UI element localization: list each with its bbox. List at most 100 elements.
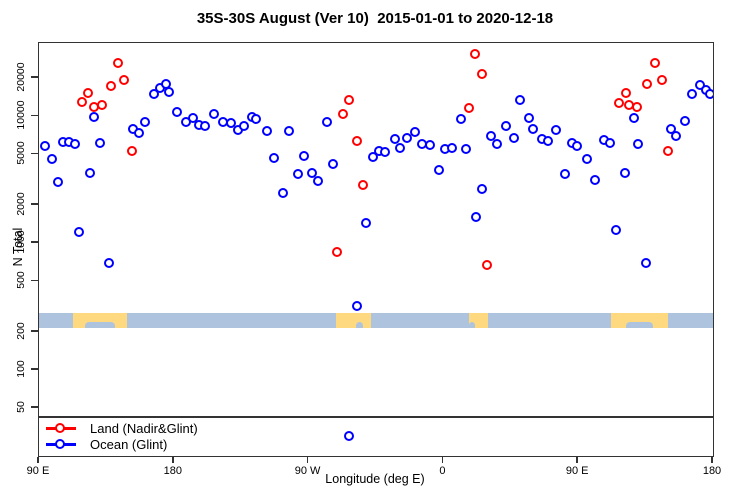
y-tick-label: 200 [15,322,27,340]
y-tick-label: 500 [15,271,27,290]
x-tick-label: 180 [163,465,182,477]
data-point-ocean [559,169,570,180]
data-point-ocean [543,136,554,147]
y-tick-mark [31,368,38,370]
y-tick-label: 1000 [15,230,27,254]
data-point-ocean [640,258,651,269]
map-strip-land-segment [335,312,372,328]
y-tick-label: 50 [15,401,27,414]
data-point-ocean [394,143,405,154]
legend-label-ocean: Ocean (Glint) [90,436,168,452]
data-point-ocean [471,212,482,223]
data-point-land [96,99,107,110]
y-tick-mark [31,76,38,78]
data-point-land [477,69,488,80]
data-point-land [332,247,343,258]
data-point-ocean [514,95,525,106]
land-series-marker-icon [46,422,76,434]
data-point-ocean [433,165,444,176]
data-point-ocean [670,131,681,142]
data-point-ocean [269,153,280,164]
data-point-ocean [528,124,539,135]
data-point-ocean [53,177,64,188]
data-point-land [77,97,88,108]
chart-title: 35S-30S August (Ver 10) 2015-01-01 to 20… [196,10,554,27]
x-tick-label: 90 W [294,465,321,477]
data-point-land [642,79,653,90]
data-point-ocean [550,125,561,136]
y-tick-mark [31,279,38,282]
data-point-ocean [134,128,145,139]
data-point-land [649,57,660,68]
data-point-ocean [379,147,390,158]
data-point-ocean [140,117,151,128]
legend-separator-line [39,416,713,418]
data-point-ocean [344,431,355,442]
data-point-ocean [589,175,600,186]
y-tick-mark [31,330,38,332]
data-point-ocean [284,126,295,137]
data-point-land [344,95,355,106]
legend: Land (Nadir&Glint) Ocean (Glint) [46,420,198,452]
data-point-ocean [293,169,304,180]
y-tick-label: 5000 [15,141,27,166]
map-strip-coast-notch [626,321,654,328]
data-point-ocean [299,151,310,162]
data-point-ocean [312,176,323,187]
data-point-ocean [74,227,85,238]
data-point-ocean [39,141,50,152]
data-point-ocean [149,88,160,99]
data-point-land [463,103,474,114]
data-point-ocean [424,140,435,151]
x-tick-mark [711,456,713,463]
y-tick-label: 2000 [15,192,27,216]
data-point-ocean [321,117,332,128]
x-tick-mark [37,456,39,463]
data-point-ocean [306,168,317,179]
data-point-ocean [251,114,262,125]
data-point-ocean [571,141,582,152]
data-point-ocean [239,121,250,132]
data-point-ocean [327,159,338,170]
x-axis-title: Longitude (deg E) [325,472,425,486]
x-tick-mark [576,456,578,463]
data-point-ocean [402,133,413,144]
data-point-ocean [84,168,95,179]
data-point-ocean [188,113,199,124]
data-point-ocean [390,134,401,145]
legend-item-ocean: Ocean (Glint) [46,436,198,452]
plot-area: Land (Nadir&Glint) Ocean (Glint) [38,42,714,457]
x-tick-label: 90 E [26,465,50,477]
data-point-ocean [492,139,503,150]
data-point-ocean [69,139,80,150]
data-point-land [83,88,94,99]
data-point-ocean [456,114,467,125]
data-point-land [351,135,362,146]
data-point-ocean [619,168,630,179]
data-point-ocean [278,188,289,199]
y-tick-label: 100 [15,360,27,378]
y-tick-mark [31,406,38,408]
y-tick-label: 20000 [15,62,27,92]
data-point-ocean [705,88,713,99]
y-tick-label: 10000 [15,100,27,130]
data-point-ocean [89,112,100,123]
map-strip-ocean [39,312,713,328]
data-point-ocean [261,126,272,137]
x-tick-label: 180 [702,465,722,477]
data-point-ocean [447,143,458,154]
ocean-series-marker-icon [46,438,76,450]
data-point-ocean [47,154,58,165]
data-point-ocean [360,218,371,229]
data-point-ocean [209,109,220,120]
data-point-ocean [409,127,420,138]
data-point-ocean [104,258,115,269]
map-strip-coast-notch [468,321,475,328]
data-point-ocean [95,138,106,149]
data-point-ocean [679,116,690,127]
data-point-ocean [633,139,644,150]
data-point-ocean [225,118,236,129]
data-point-ocean [460,144,471,155]
x-tick-mark [172,456,174,463]
